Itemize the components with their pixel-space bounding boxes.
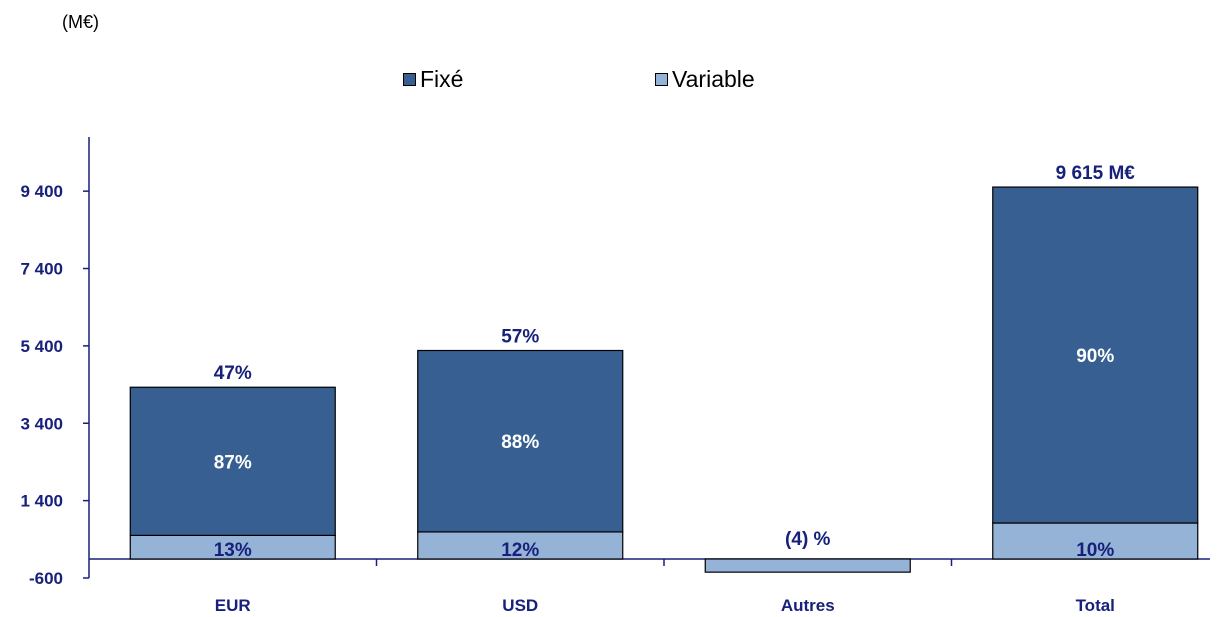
y-tick-label: 3 400 xyxy=(20,414,63,433)
legend-label-variable: Variable xyxy=(672,66,755,92)
unit-label: (M€) xyxy=(62,12,99,32)
legend-swatch-fixe xyxy=(403,73,416,86)
bar-label-fixe: 90% xyxy=(1076,346,1114,367)
x-tick-label: Autres xyxy=(781,596,835,615)
bar-top-label: (4) % xyxy=(785,529,831,550)
legend-label-fixe: Fixé xyxy=(420,66,464,92)
x-tick-label: EUR xyxy=(215,596,251,615)
y-tick-label: 7 400 xyxy=(20,260,63,279)
legend: Fixé Variable xyxy=(0,66,1228,106)
bar-fixe-usd xyxy=(417,349,624,533)
bar-top-label: 9 615 M€ xyxy=(1056,163,1136,184)
y-tick-label: 5 400 xyxy=(20,337,63,356)
bar-label-variable: 13% xyxy=(214,540,252,561)
legend-item-variable: Variable xyxy=(655,66,755,93)
legend-item-fixe: Fixé xyxy=(403,66,463,93)
x-tick-label: Total xyxy=(1076,596,1115,615)
bar-label-fixe: 88% xyxy=(501,432,539,453)
legend-swatch-variable xyxy=(655,73,668,86)
bar-variable-autres xyxy=(704,558,911,573)
bar-variable-usd xyxy=(417,531,624,560)
bar-top-label: 57% xyxy=(501,326,539,347)
bar-top-label: 47% xyxy=(214,363,252,384)
bar-label-variable: 12% xyxy=(501,540,539,561)
bar-fixe-total xyxy=(992,186,1199,524)
bar-fixe-eur xyxy=(129,386,336,537)
x-tick-label: USD xyxy=(502,596,538,615)
bar-variable-total xyxy=(992,522,1199,560)
bar-label-variable: 10% xyxy=(1076,540,1114,561)
y-tick-label: -600 xyxy=(29,569,63,588)
y-tick-label: 1 400 xyxy=(20,492,63,511)
y-tick-label: 9 400 xyxy=(20,182,63,201)
bar-label-fixe: 87% xyxy=(214,452,252,473)
